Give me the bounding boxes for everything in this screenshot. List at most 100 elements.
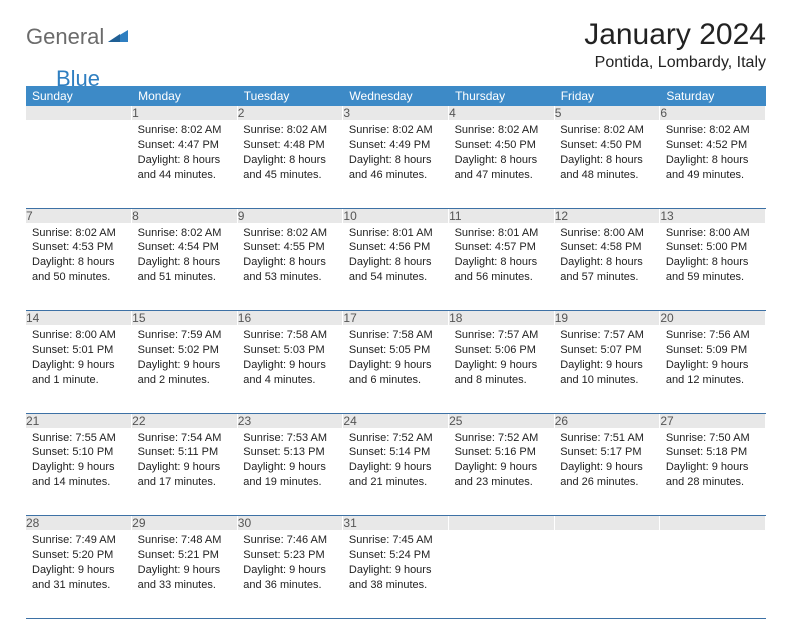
daynum-row: 21222324252627 xyxy=(26,413,766,428)
daylight-text: Daylight: 9 hours and 8 minutes. xyxy=(455,358,549,388)
day-number: 6 xyxy=(660,106,766,120)
sunrise-text: Sunrise: 8:02 AM xyxy=(560,123,654,138)
sunset-text: Sunset: 5:16 PM xyxy=(455,445,549,460)
week-row: Sunrise: 7:49 AMSunset: 5:20 PMDaylight:… xyxy=(26,530,766,618)
sunrise-text: Sunrise: 8:02 AM xyxy=(666,123,760,138)
day-details xyxy=(660,530,766,537)
day-number: 3 xyxy=(343,106,449,120)
sunset-text: Sunset: 4:52 PM xyxy=(666,138,760,153)
sunset-text: Sunset: 4:50 PM xyxy=(560,138,654,153)
day-details xyxy=(554,530,660,537)
sunset-text: Sunset: 5:07 PM xyxy=(560,343,654,358)
sunset-text: Sunset: 4:57 PM xyxy=(455,240,549,255)
sunset-text: Sunset: 5:23 PM xyxy=(243,548,337,563)
calendar-body: 123456Sunrise: 8:02 AMSunset: 4:47 PMDay… xyxy=(26,106,766,618)
sunset-text: Sunset: 5:13 PM xyxy=(243,445,337,460)
day-number: 11 xyxy=(449,208,555,223)
day-number: 16 xyxy=(237,311,343,326)
week-row: Sunrise: 8:02 AMSunset: 4:53 PMDaylight:… xyxy=(26,223,766,311)
sunset-text: Sunset: 5:03 PM xyxy=(243,343,337,358)
daylight-text: Daylight: 9 hours and 14 minutes. xyxy=(32,460,126,490)
day-cell: Sunrise: 7:57 AMSunset: 5:07 PMDaylight:… xyxy=(554,325,660,413)
sunrise-text: Sunrise: 8:01 AM xyxy=(349,226,443,241)
daylight-text: Daylight: 8 hours and 53 minutes. xyxy=(243,255,337,285)
day-details: Sunrise: 8:02 AMSunset: 4:53 PMDaylight:… xyxy=(26,223,132,289)
day-details: Sunrise: 7:45 AMSunset: 5:24 PMDaylight:… xyxy=(343,530,449,596)
day-cell: Sunrise: 8:02 AMSunset: 4:47 PMDaylight:… xyxy=(132,120,238,208)
day-details: Sunrise: 8:02 AMSunset: 4:50 PMDaylight:… xyxy=(449,120,555,186)
day-cell: Sunrise: 7:48 AMSunset: 5:21 PMDaylight:… xyxy=(132,530,238,618)
day-number: 28 xyxy=(26,516,132,531)
daynum-row: 28293031 xyxy=(26,516,766,531)
day-cell: Sunrise: 7:59 AMSunset: 5:02 PMDaylight:… xyxy=(132,325,238,413)
day-details: Sunrise: 7:52 AMSunset: 5:14 PMDaylight:… xyxy=(343,428,449,494)
day-number: 22 xyxy=(132,413,238,428)
day-details: Sunrise: 8:02 AMSunset: 4:48 PMDaylight:… xyxy=(237,120,343,186)
day-details: Sunrise: 8:02 AMSunset: 4:52 PMDaylight:… xyxy=(660,120,766,186)
daylight-text: Daylight: 9 hours and 31 minutes. xyxy=(32,563,126,593)
daylight-text: Daylight: 8 hours and 54 minutes. xyxy=(349,255,443,285)
day-cell: Sunrise: 7:58 AMSunset: 5:03 PMDaylight:… xyxy=(237,325,343,413)
daylight-text: Daylight: 8 hours and 56 minutes. xyxy=(455,255,549,285)
day-number: 27 xyxy=(660,413,766,428)
day-cell: Sunrise: 8:02 AMSunset: 4:54 PMDaylight:… xyxy=(132,223,238,311)
sunrise-text: Sunrise: 7:45 AM xyxy=(349,533,443,548)
week-row: Sunrise: 7:55 AMSunset: 5:10 PMDaylight:… xyxy=(26,428,766,516)
day-details: Sunrise: 8:00 AMSunset: 4:58 PMDaylight:… xyxy=(554,223,660,289)
header: General January 2024 Pontida, Lombardy, … xyxy=(26,18,766,72)
sunrise-text: Sunrise: 7:54 AM xyxy=(138,431,232,446)
day-details: Sunrise: 7:51 AMSunset: 5:17 PMDaylight:… xyxy=(554,428,660,494)
daylight-text: Daylight: 9 hours and 1 minute. xyxy=(32,358,126,388)
sunset-text: Sunset: 5:05 PM xyxy=(349,343,443,358)
day-cell: Sunrise: 8:02 AMSunset: 4:55 PMDaylight:… xyxy=(237,223,343,311)
day-details: Sunrise: 8:02 AMSunset: 4:50 PMDaylight:… xyxy=(554,120,660,186)
sunrise-text: Sunrise: 7:51 AM xyxy=(560,431,654,446)
sunrise-text: Sunrise: 7:46 AM xyxy=(243,533,337,548)
day-cell: Sunrise: 8:02 AMSunset: 4:50 PMDaylight:… xyxy=(449,120,555,208)
day-number: 21 xyxy=(26,413,132,428)
day-number: 25 xyxy=(449,413,555,428)
daylight-text: Daylight: 9 hours and 23 minutes. xyxy=(455,460,549,490)
logo: General xyxy=(26,24,130,50)
day-cell: Sunrise: 7:54 AMSunset: 5:11 PMDaylight:… xyxy=(132,428,238,516)
day-details: Sunrise: 8:02 AMSunset: 4:47 PMDaylight:… xyxy=(132,120,238,186)
day-number: 10 xyxy=(343,208,449,223)
sunset-text: Sunset: 4:47 PM xyxy=(138,138,232,153)
sunset-text: Sunset: 5:20 PM xyxy=(32,548,126,563)
day-cell xyxy=(554,530,660,618)
sunrise-text: Sunrise: 8:02 AM xyxy=(455,123,549,138)
day-cell: Sunrise: 8:02 AMSunset: 4:48 PMDaylight:… xyxy=(237,120,343,208)
day-number: 18 xyxy=(449,311,555,326)
sunrise-text: Sunrise: 7:52 AM xyxy=(349,431,443,446)
sunset-text: Sunset: 5:24 PM xyxy=(349,548,443,563)
month-title: January 2024 xyxy=(584,18,766,52)
daynum-row: 123456 xyxy=(26,106,766,120)
daylight-text: Daylight: 8 hours and 47 minutes. xyxy=(455,153,549,183)
sunset-text: Sunset: 5:09 PM xyxy=(666,343,760,358)
day-cell: Sunrise: 8:01 AMSunset: 4:57 PMDaylight:… xyxy=(449,223,555,311)
sunrise-text: Sunrise: 8:02 AM xyxy=(243,123,337,138)
calendar-header-row: Sunday Monday Tuesday Wednesday Thursday… xyxy=(26,86,766,106)
daylight-text: Daylight: 9 hours and 36 minutes. xyxy=(243,563,337,593)
daylight-text: Daylight: 8 hours and 46 minutes. xyxy=(349,153,443,183)
day-number: 9 xyxy=(237,208,343,223)
day-cell: Sunrise: 7:45 AMSunset: 5:24 PMDaylight:… xyxy=(343,530,449,618)
day-details xyxy=(449,530,555,537)
sunset-text: Sunset: 4:56 PM xyxy=(349,240,443,255)
daylight-text: Daylight: 9 hours and 33 minutes. xyxy=(138,563,232,593)
sunset-text: Sunset: 5:00 PM xyxy=(666,240,760,255)
sunrise-text: Sunrise: 8:01 AM xyxy=(455,226,549,241)
daylight-text: Daylight: 9 hours and 6 minutes. xyxy=(349,358,443,388)
weekday-header: Saturday xyxy=(660,86,766,106)
day-cell: Sunrise: 7:49 AMSunset: 5:20 PMDaylight:… xyxy=(26,530,132,618)
week-row: Sunrise: 8:02 AMSunset: 4:47 PMDaylight:… xyxy=(26,120,766,208)
daylight-text: Daylight: 8 hours and 50 minutes. xyxy=(32,255,126,285)
sunrise-text: Sunrise: 8:02 AM xyxy=(138,123,232,138)
sunrise-text: Sunrise: 8:00 AM xyxy=(666,226,760,241)
day-details: Sunrise: 8:02 AMSunset: 4:49 PMDaylight:… xyxy=(343,120,449,186)
weekday-header: Friday xyxy=(554,86,660,106)
sunset-text: Sunset: 4:54 PM xyxy=(138,240,232,255)
sunrise-text: Sunrise: 8:02 AM xyxy=(138,226,232,241)
day-number: 14 xyxy=(26,311,132,326)
sunrise-text: Sunrise: 7:55 AM xyxy=(32,431,126,446)
